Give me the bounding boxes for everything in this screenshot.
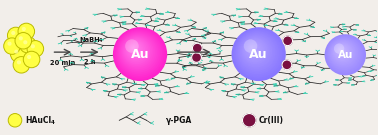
Ellipse shape: [31, 44, 35, 48]
Ellipse shape: [242, 37, 269, 64]
Ellipse shape: [336, 46, 347, 56]
Ellipse shape: [27, 40, 43, 57]
Ellipse shape: [235, 30, 281, 76]
Ellipse shape: [27, 55, 31, 59]
Text: 4: 4: [99, 38, 102, 43]
Text: NaBH: NaBH: [79, 37, 100, 43]
Ellipse shape: [337, 47, 345, 55]
Ellipse shape: [125, 39, 139, 53]
Text: HAuCl: HAuCl: [25, 116, 51, 125]
Ellipse shape: [333, 43, 352, 61]
Ellipse shape: [114, 28, 166, 79]
Ellipse shape: [243, 38, 267, 63]
Ellipse shape: [17, 60, 21, 64]
Ellipse shape: [339, 49, 341, 51]
Ellipse shape: [126, 40, 145, 59]
Ellipse shape: [123, 37, 150, 64]
Ellipse shape: [239, 34, 274, 69]
Ellipse shape: [115, 29, 164, 78]
Ellipse shape: [113, 27, 167, 81]
Ellipse shape: [330, 40, 357, 66]
Ellipse shape: [328, 37, 361, 70]
Ellipse shape: [13, 57, 30, 73]
Ellipse shape: [15, 33, 32, 49]
Ellipse shape: [124, 38, 149, 63]
Ellipse shape: [338, 47, 344, 53]
Ellipse shape: [244, 39, 257, 53]
Ellipse shape: [335, 45, 348, 57]
Ellipse shape: [245, 40, 264, 59]
Ellipse shape: [14, 50, 19, 54]
Ellipse shape: [125, 39, 147, 61]
Ellipse shape: [11, 46, 27, 62]
Ellipse shape: [20, 37, 36, 53]
Ellipse shape: [332, 41, 354, 64]
Ellipse shape: [246, 41, 262, 58]
Ellipse shape: [248, 43, 259, 54]
Ellipse shape: [251, 46, 254, 49]
Text: γ-PGA: γ-PGA: [166, 116, 193, 125]
Ellipse shape: [116, 30, 162, 76]
Ellipse shape: [19, 36, 23, 40]
Ellipse shape: [119, 33, 157, 71]
Text: 2 h: 2 h: [84, 60, 96, 65]
Ellipse shape: [329, 39, 358, 68]
Ellipse shape: [242, 114, 256, 127]
Ellipse shape: [8, 42, 12, 46]
Ellipse shape: [249, 44, 257, 53]
Ellipse shape: [328, 38, 359, 69]
Ellipse shape: [326, 36, 363, 73]
Ellipse shape: [335, 44, 349, 59]
Text: Au: Au: [249, 48, 268, 61]
Ellipse shape: [117, 31, 160, 74]
Ellipse shape: [122, 36, 152, 66]
Ellipse shape: [247, 42, 260, 56]
Ellipse shape: [128, 42, 142, 56]
Ellipse shape: [339, 48, 343, 52]
Ellipse shape: [130, 44, 138, 53]
Ellipse shape: [237, 32, 277, 73]
Text: Cr(III): Cr(III): [259, 116, 284, 125]
Ellipse shape: [234, 29, 282, 78]
Ellipse shape: [23, 51, 40, 68]
Ellipse shape: [232, 27, 286, 81]
Ellipse shape: [18, 23, 35, 40]
Ellipse shape: [282, 60, 292, 70]
Ellipse shape: [192, 43, 202, 53]
Ellipse shape: [250, 45, 255, 51]
Ellipse shape: [127, 41, 143, 58]
Ellipse shape: [120, 34, 155, 69]
Text: Au: Au: [131, 48, 149, 61]
Ellipse shape: [325, 35, 365, 74]
Ellipse shape: [22, 27, 26, 31]
Ellipse shape: [241, 36, 271, 66]
Ellipse shape: [331, 40, 356, 65]
Ellipse shape: [11, 31, 15, 35]
Ellipse shape: [8, 27, 24, 44]
Ellipse shape: [235, 31, 279, 74]
Text: 4: 4: [50, 120, 54, 125]
Ellipse shape: [283, 36, 293, 46]
Ellipse shape: [334, 43, 350, 60]
Ellipse shape: [192, 53, 201, 62]
Ellipse shape: [131, 45, 137, 51]
Ellipse shape: [332, 42, 353, 63]
Ellipse shape: [238, 33, 276, 71]
Ellipse shape: [129, 43, 140, 54]
Ellipse shape: [334, 43, 344, 54]
Ellipse shape: [240, 35, 272, 68]
Ellipse shape: [325, 34, 366, 75]
Text: Au: Au: [338, 50, 353, 60]
Ellipse shape: [327, 37, 362, 72]
Ellipse shape: [8, 114, 22, 127]
Ellipse shape: [232, 28, 284, 79]
Ellipse shape: [118, 32, 159, 73]
Ellipse shape: [244, 39, 265, 61]
Ellipse shape: [132, 46, 135, 49]
Ellipse shape: [23, 40, 27, 44]
Ellipse shape: [121, 35, 153, 68]
Ellipse shape: [4, 38, 20, 54]
Text: 20 min: 20 min: [50, 60, 76, 66]
